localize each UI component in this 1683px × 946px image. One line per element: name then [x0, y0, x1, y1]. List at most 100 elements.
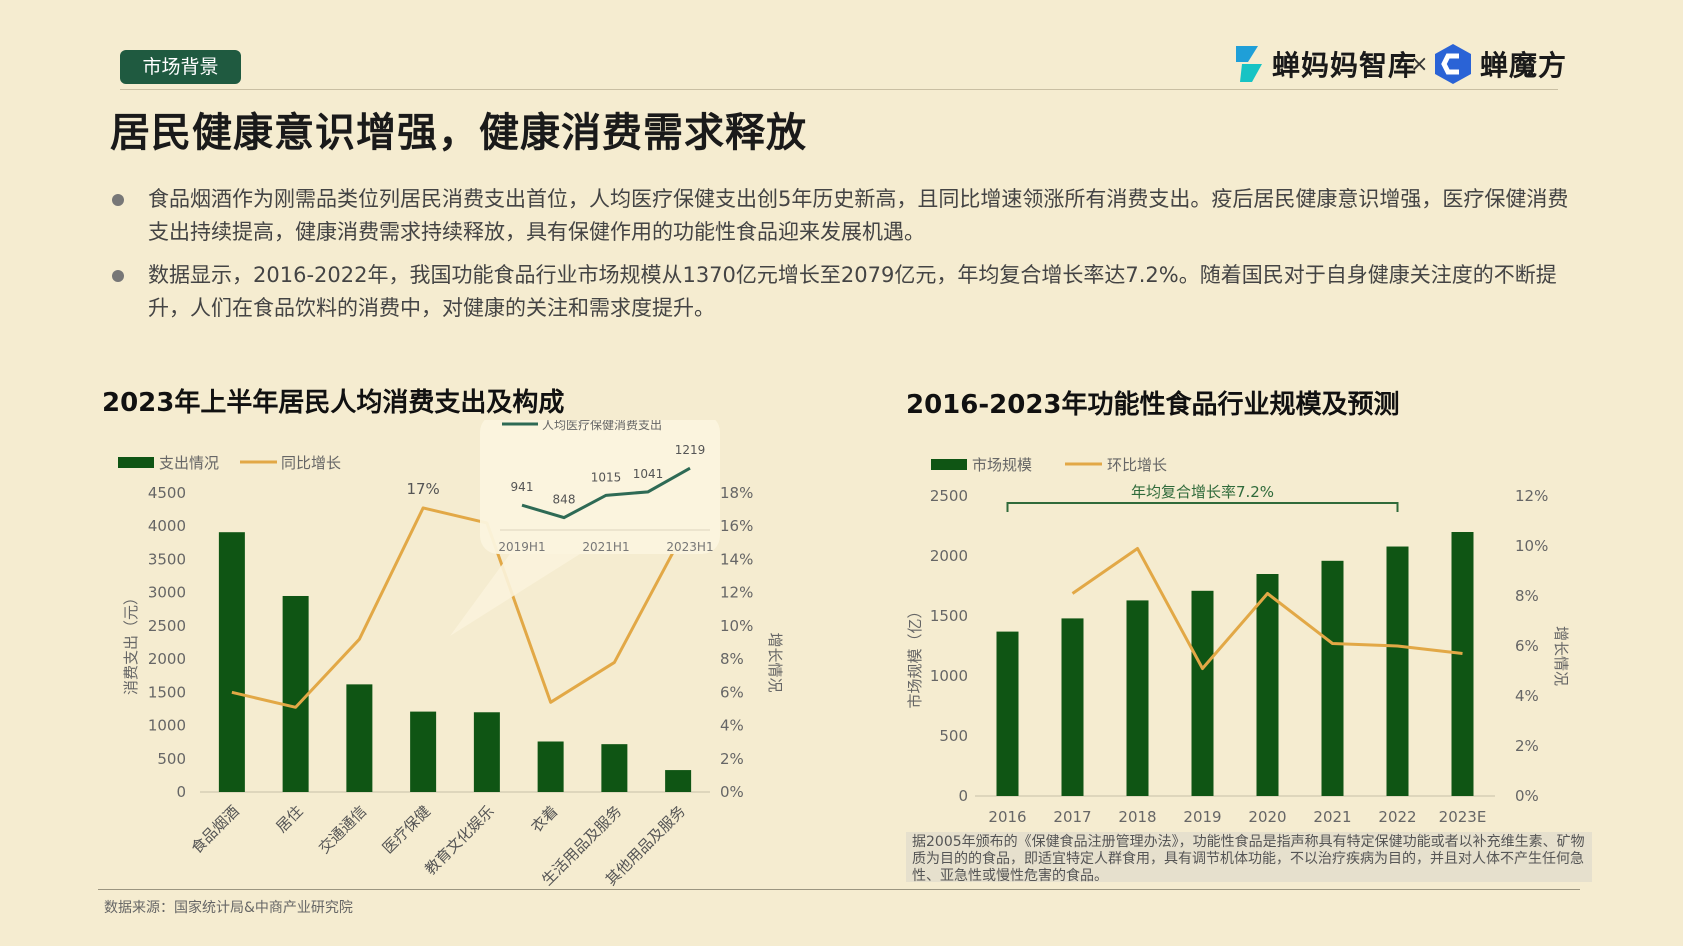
bar-教育文化娱乐: [473, 712, 500, 792]
y2-tick-label: 8%: [720, 650, 744, 668]
bar-2022: [1386, 546, 1409, 796]
y-tick-label: 1500: [930, 607, 968, 625]
y-tick-label: 0: [176, 783, 186, 801]
bullet-item: 食品烟酒作为刚需品类位列居民消费支出首位，人均医疗保健支出创5年历史新高，且同比…: [110, 183, 1580, 249]
consumption-chart: 支出情况 同比增长 0 500 1000 1500 2000 2500 3000 3500 4000…: [118, 420, 784, 889]
x-tick-label: 医疗保健: [379, 802, 434, 857]
y-tick-label: 3500: [148, 550, 186, 568]
y-tick-label: 2000: [148, 650, 186, 668]
y2-tick-label: 6%: [1515, 637, 1539, 655]
chanmofang-logo-icon: [1435, 44, 1471, 84]
y-tick-label: 4500: [148, 484, 186, 502]
x-tick-label: 居住: [273, 802, 307, 836]
logo-left-text: 蝉妈妈智库: [1272, 49, 1418, 82]
legend-bar-swatch: [118, 457, 154, 468]
growth-line: [1071, 547, 1463, 670]
inset-x-tick: 2019H1: [498, 540, 545, 554]
inset-legend-label: 人均医疗保健消费支出: [542, 420, 662, 432]
bar-2019: [1191, 590, 1214, 796]
cagr-label: 年均复合增长率7.2%: [1131, 483, 1274, 501]
inset-data-label: 1219: [675, 443, 706, 457]
y2-tick-label: 4%: [720, 717, 744, 735]
y2-axis-label: 增长情况: [1552, 626, 1570, 686]
y-tick-label: 1000: [930, 667, 968, 685]
x-tick-label: 2021: [1313, 808, 1351, 826]
y2-tick-label: 2%: [1515, 737, 1539, 755]
inset-data-label: 941: [511, 480, 534, 494]
growth-line: [231, 506, 680, 709]
x-tick-label: 2018: [1118, 808, 1156, 826]
definition-note: 据2005年颁布的《保健食品注册管理办法》，功能性食品是指声称具有特定保健功能或…: [906, 832, 1592, 884]
x-tick-label: 衣着: [528, 802, 562, 836]
bullet-text: 食品烟酒作为刚需品类位列居民消费支出首位，人均医疗保健支出创5年历史新高，且同比…: [148, 187, 1569, 244]
inset-data-label: 848: [553, 493, 576, 507]
data-source: 数据来源：国家统计局&中商产业研究院: [104, 900, 353, 916]
inset-line: [521, 466, 691, 520]
inset-box: [480, 420, 720, 554]
x-tick-label: 食品烟酒: [188, 802, 243, 857]
chanmama-logo-icon: [1236, 46, 1262, 82]
x-tick-label: 2017: [1053, 808, 1091, 826]
y-tick-label: 2000: [930, 547, 968, 565]
y-axis-label: 消费支出（元）: [122, 590, 140, 695]
y2-tick-label: 0%: [1515, 787, 1539, 805]
y2-tick-label: 14%: [720, 550, 753, 568]
y-axis-label: 市场规模（亿）: [906, 603, 924, 708]
y-tick-label: 3000: [148, 584, 186, 602]
bar-2018: [1126, 600, 1149, 796]
bar-2023E: [1451, 532, 1474, 796]
bar-衣着: [537, 741, 564, 792]
chart2-title: 2016-2023年功能性食品行业规模及预测: [906, 390, 1400, 420]
y-tick-label: 2500: [930, 487, 968, 505]
legend-bar-label: 支出情况: [159, 454, 219, 472]
legend-line-label: 同比增长: [281, 454, 341, 472]
y-tick-label: 500: [157, 750, 186, 768]
bar-其他用品及服务: [665, 770, 692, 792]
bar-医疗保健: [410, 711, 437, 792]
y2-tick-label: 10%: [720, 617, 753, 635]
bullet-dot-icon: [112, 194, 124, 206]
y-tick-label: 2500: [148, 617, 186, 635]
y-tick-label: 4000: [148, 517, 186, 535]
section-tag: 市场背景: [120, 50, 241, 84]
y-tick-label: 1000: [148, 717, 186, 735]
y-tick-label: 0: [958, 787, 968, 805]
logo-separator: ×: [1410, 52, 1429, 77]
y-tick-label: 1500: [148, 683, 186, 701]
inset-data-label: 1015: [591, 470, 622, 484]
x-tick-label: 2022: [1378, 808, 1416, 826]
header-divider: [120, 89, 1558, 90]
chart1-title: 2023年上半年居民人均消费支出及构成: [102, 388, 565, 418]
bullet-text: 数据显示，2016-2022年，我国功能食品行业市场规模从1370亿元增长至20…: [148, 263, 1557, 320]
bar-食品烟酒: [218, 532, 245, 792]
legend-bar-swatch: [931, 459, 967, 470]
y2-tick-label: 18%: [720, 484, 753, 502]
x-tick-label: 2019: [1183, 808, 1221, 826]
x-tick-label: 2020: [1248, 808, 1286, 826]
bullet-dot-icon: [112, 270, 124, 282]
y2-tick-label: 10%: [1515, 537, 1548, 555]
x-tick-label: 教育文化娱乐: [421, 802, 497, 878]
bar-2016: [996, 631, 1019, 796]
inset-x-tick: 2023H1: [666, 540, 713, 554]
inset-x-tick: 2021H1: [582, 540, 629, 554]
legend-bar-label: 市场规模: [972, 456, 1032, 474]
chanmofang-logo: 蝉魔方: [1432, 40, 1567, 88]
callout-pointer: [450, 554, 580, 636]
y2-tick-label: 8%: [1515, 587, 1539, 605]
bar-交通通信: [346, 684, 373, 792]
logo-right-text: 蝉魔方: [1480, 49, 1568, 82]
bullet-list: 食品烟酒作为刚需品类位列居民消费支出首位，人均医疗保健支出创5年历史新高，且同比…: [110, 183, 1580, 335]
bar-2020: [1256, 574, 1279, 796]
x-tick-label: 交通通信: [315, 802, 370, 857]
legend-line-label: 环比增长: [1107, 456, 1167, 474]
bar-居住: [282, 595, 309, 792]
page-title: 居民健康意识增强，健康消费需求释放: [110, 110, 807, 156]
footer-divider: [98, 889, 1580, 890]
x-tick-label: 2016: [988, 808, 1026, 826]
y2-tick-label: 12%: [1515, 487, 1548, 505]
y2-tick-label: 2%: [720, 750, 744, 768]
y2-tick-label: 12%: [720, 584, 753, 602]
y2-tick-label: 16%: [720, 517, 753, 535]
bullet-item: 数据显示，2016-2022年，我国功能食品行业市场规模从1370亿元增长至20…: [110, 259, 1580, 325]
